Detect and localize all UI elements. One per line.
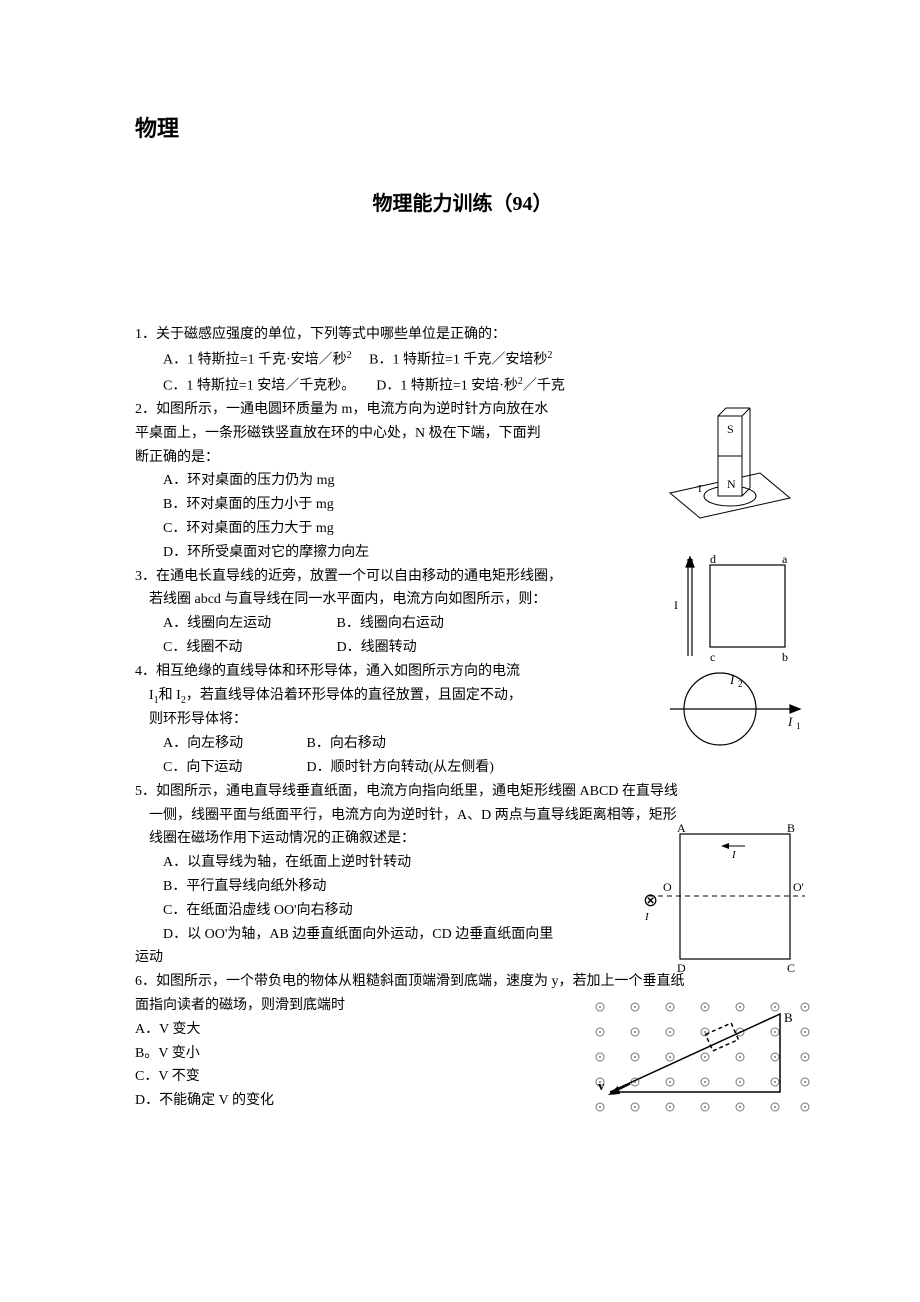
- q1-stem: 1．关于磁感应强度的单位，下列等式中哪些单位是正确的：: [135, 323, 790, 347]
- fig4-i2s: 2: [738, 679, 743, 689]
- fig2-n-label: N: [727, 477, 736, 491]
- q1-opt-b-sup: 2: [547, 350, 552, 361]
- figure-6: B v: [580, 992, 810, 1112]
- fig3-a-label: a: [782, 552, 788, 566]
- q4-opt-b: B．向右移动: [307, 732, 386, 756]
- question-2: S N I 2．如图所示，一通电圆环质量为 m，电流方向为逆时针方向放在水 平桌…: [135, 398, 790, 565]
- q3-opt-b: B．线圈向右运动: [337, 612, 444, 636]
- q1-opt-d-post: ／千克: [523, 378, 565, 393]
- figure-2: S N I: [660, 398, 800, 538]
- question-6: B v 6．如图所示，一个带负电的物体从粗糙斜面顶端滑到底端，速度为 y，若加上…: [135, 970, 790, 1113]
- q4-opt-c: C．向下运动: [163, 756, 303, 780]
- q1-opt-d-pre: D．1 特斯拉=1 安培·秒: [376, 378, 518, 393]
- fig5-op: O': [793, 880, 804, 894]
- q1-opt-a-sup: 2: [347, 350, 352, 361]
- question-3: I d a c b 3．在通电长直导线的近旁，放置一个可以自由移动的通电矩形线圈…: [135, 565, 790, 660]
- question-4: I 2 I 1 4．相互绝缘的直线导体和环形导体，通入如图所示方向的电流 I1和…: [135, 660, 790, 780]
- q5-line1: 5．如图所示，通电直导线垂直纸面，电流方向指向纸里，通电矩形线圈 ABCD 在直…: [135, 780, 790, 804]
- question-1: 1．关于磁感应强度的单位，下列等式中哪些单位是正确的： A．1 特斯拉=1 千克…: [135, 323, 790, 398]
- fig2-i-label: I: [698, 483, 702, 495]
- q1-opt-a-pre: A．1 特斯拉=1 千克·安培／秒: [163, 353, 347, 368]
- question-5: ⊗ I I A B D C O O' 5．如图所示，通电直导线垂直纸面，电流方向…: [135, 780, 790, 970]
- q3-opt-c: C．线圈不动: [163, 636, 333, 660]
- q1-options-ab: A．1 特斯拉=1 千克·安培／秒2 B．1 特斯拉=1 千克／安培秒2: [135, 347, 790, 372]
- faded-line-2: [135, 239, 790, 253]
- fig5-i-label: I: [731, 849, 737, 861]
- figure-3: I d a c b: [670, 551, 800, 666]
- q3-opt-a: A．线圈向左运动: [163, 612, 333, 636]
- q4-opts-cd: C．向下运动 D．顺时针方向转动(从左侧看): [135, 756, 790, 780]
- q1-opt-c: C．1 特斯拉=1 安培／千克秒。: [163, 378, 355, 393]
- q6-line1: 6．如图所示，一个带负电的物体从粗糙斜面顶端滑到底端，速度为 y，若加上一个垂直…: [135, 970, 790, 994]
- q3-opt-d: D．线圈转动: [337, 636, 417, 660]
- fig6-b-label: B: [784, 1010, 793, 1025]
- q1-opt-b-pre: B．1 特斯拉=1 千克／安培秒: [369, 353, 547, 368]
- fig5-i-at-cross: I: [644, 911, 650, 923]
- worksheet-title: 物理能力训练（94）: [135, 187, 790, 221]
- subject-heading: 物理: [135, 110, 790, 147]
- fig5-a: A: [677, 824, 686, 835]
- fig3-i-label: I: [674, 598, 678, 612]
- fig2-s-label: S: [727, 422, 734, 436]
- fig5-b: B: [787, 824, 795, 835]
- q4-opt-d: D．顺时针方向转动(从左侧看): [307, 756, 494, 780]
- fig5-cross-icon: ⊗: [643, 890, 658, 910]
- faded-line-1: [135, 155, 790, 169]
- fig3-d-label: d: [710, 552, 716, 566]
- q4-opt-a: A．向左移动: [163, 732, 303, 756]
- fig6-v-label: v: [598, 1078, 605, 1093]
- figure-4: I 2 I 1: [660, 664, 810, 759]
- fig5-o: O: [663, 880, 672, 894]
- fig4-i1s: 1: [796, 721, 801, 731]
- fig4-i2: I: [729, 672, 735, 687]
- fig4-i1: I: [787, 714, 793, 729]
- figure-5: ⊗ I I A B D C O O': [635, 824, 810, 974]
- q1-options-cd: C．1 特斯拉=1 安培／千克秒。 D．1 特斯拉=1 安培·秒2／千克: [135, 373, 790, 398]
